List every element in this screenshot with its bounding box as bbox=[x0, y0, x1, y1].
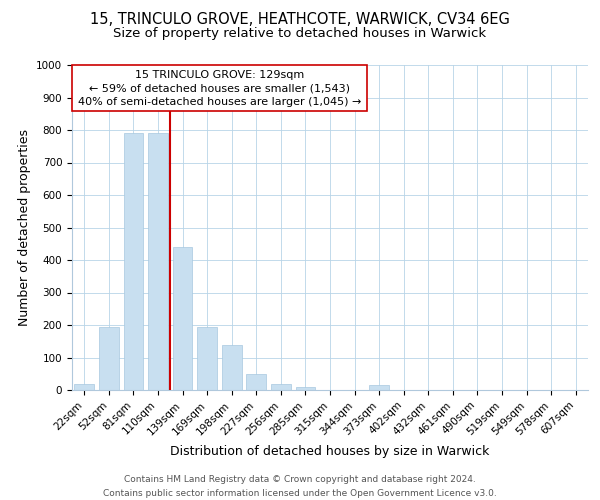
Bar bbox=[222, 344, 242, 390]
Bar bbox=[124, 133, 143, 390]
Text: 15, TRINCULO GROVE, HEATHCOTE, WARWICK, CV34 6EG: 15, TRINCULO GROVE, HEATHCOTE, WARWICK, … bbox=[90, 12, 510, 28]
X-axis label: Distribution of detached houses by size in Warwick: Distribution of detached houses by size … bbox=[170, 445, 490, 458]
Bar bbox=[99, 326, 119, 390]
Bar bbox=[370, 385, 389, 390]
Text: 40% of semi-detached houses are larger (1,045) →: 40% of semi-detached houses are larger (… bbox=[78, 98, 361, 108]
FancyBboxPatch shape bbox=[72, 65, 367, 110]
Bar bbox=[74, 384, 94, 390]
Bar bbox=[173, 247, 193, 390]
Text: Contains HM Land Registry data © Crown copyright and database right 2024.
Contai: Contains HM Land Registry data © Crown c… bbox=[103, 476, 497, 498]
Text: 15 TRINCULO GROVE: 129sqm: 15 TRINCULO GROVE: 129sqm bbox=[135, 70, 304, 80]
Bar bbox=[197, 326, 217, 390]
Text: ← 59% of detached houses are smaller (1,543): ← 59% of detached houses are smaller (1,… bbox=[89, 84, 350, 94]
Y-axis label: Number of detached properties: Number of detached properties bbox=[17, 129, 31, 326]
Bar bbox=[296, 387, 315, 390]
Text: Size of property relative to detached houses in Warwick: Size of property relative to detached ho… bbox=[113, 28, 487, 40]
Bar bbox=[148, 133, 168, 390]
Bar bbox=[271, 384, 290, 390]
Bar bbox=[247, 374, 266, 390]
